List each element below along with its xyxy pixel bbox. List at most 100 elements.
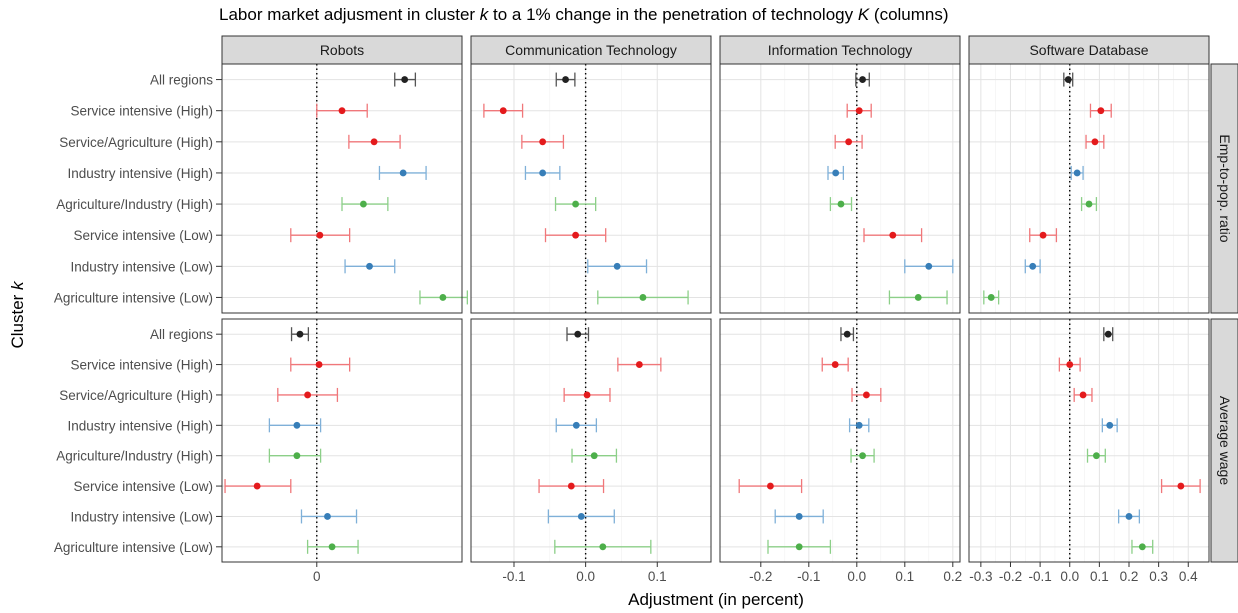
estimate-mark <box>563 387 611 402</box>
category-label: Service/Agriculture (High) <box>59 135 213 150</box>
estimate-point <box>583 391 591 399</box>
estimate-mark <box>983 290 1000 305</box>
panel-background <box>969 319 1209 562</box>
category-label: Industry intensive (High) <box>67 166 213 181</box>
column-strip <box>719 35 961 65</box>
estimate-point <box>1104 330 1112 338</box>
estimate-point <box>832 169 840 177</box>
estimate-mark <box>1131 539 1154 554</box>
panel <box>470 63 712 314</box>
panel-border <box>719 318 961 563</box>
estimate-mark <box>597 290 689 305</box>
panel <box>221 63 469 314</box>
estimate-mark <box>846 103 872 118</box>
estimate-point <box>1106 421 1114 429</box>
estimate-point <box>328 543 336 551</box>
x-tick-label: -0.3 <box>969 569 992 584</box>
estimate-point <box>567 482 575 490</box>
estimate-point <box>562 76 569 83</box>
category-label: Agriculture/Industry (High) <box>56 197 213 212</box>
estimate-mark <box>1085 134 1105 149</box>
estimate-mark <box>566 327 590 342</box>
estimate-point <box>315 361 323 368</box>
panel-background <box>720 319 960 562</box>
estimate-mark <box>821 357 849 372</box>
row-strip-label: Emp-to-pop. ratio <box>1217 134 1233 242</box>
estimate-mark <box>1160 479 1201 494</box>
category-label: All regions <box>150 73 213 88</box>
estimate-mark <box>851 387 882 402</box>
estimate-point <box>889 231 897 239</box>
x-tick-label: 0.0 <box>847 569 866 584</box>
category-label: Industry intensive (Low) <box>70 509 213 524</box>
estimate-mark <box>888 290 948 305</box>
estimate-mark <box>1117 509 1141 524</box>
estimate-mark <box>419 290 469 305</box>
panel-border <box>221 63 463 314</box>
estimate-point <box>574 330 582 338</box>
x-tick-label: 0.0 <box>1060 569 1079 584</box>
estimate-point <box>863 391 870 399</box>
category-label: Service intensive (High) <box>70 358 213 373</box>
estimate-point <box>439 294 447 301</box>
estimate-mark <box>1024 259 1041 274</box>
column-strip-label: Communication Technology <box>505 42 677 58</box>
estimate-point <box>1125 513 1133 520</box>
estimate-mark <box>1089 103 1112 118</box>
x-tick-label: 0.2 <box>1120 569 1139 584</box>
estimate-point <box>599 543 607 551</box>
category-label: Service/Agriculture (High) <box>59 388 213 403</box>
estimate-mark <box>617 357 662 372</box>
x-tick-label: 0.4 <box>1179 569 1198 584</box>
estimate-mark <box>394 72 417 87</box>
estimate-point <box>572 421 580 429</box>
estimate-mark <box>1080 197 1098 212</box>
panel <box>968 63 1210 314</box>
panel-border <box>968 63 1210 314</box>
x-tick-label: 0 <box>313 569 321 584</box>
estimate-point <box>859 452 866 460</box>
panel <box>470 318 712 563</box>
estimate-point <box>590 452 598 460</box>
estimate-point <box>1039 231 1047 239</box>
estimate-point <box>293 452 301 460</box>
estimate-mark <box>571 448 618 463</box>
estimate-point <box>767 482 774 490</box>
estimate-mark <box>224 479 292 494</box>
category-label: Service intensive (Low) <box>73 479 213 494</box>
column-strip <box>221 35 463 65</box>
panel-border <box>470 318 712 563</box>
estimate-mark <box>316 103 368 118</box>
estimate-point <box>837 200 845 208</box>
panel-border <box>470 63 712 314</box>
estimate-point <box>1138 543 1146 551</box>
estimate-mark <box>554 197 597 212</box>
estimate-mark <box>1029 228 1058 243</box>
estimate-mark <box>268 448 322 463</box>
x-tick-label: 0.0 <box>576 569 595 584</box>
estimate-mark <box>834 134 863 149</box>
estimate-point <box>304 391 312 399</box>
panel-border <box>968 318 1210 563</box>
estimate-mark <box>904 259 954 274</box>
estimate-mark <box>850 448 875 463</box>
plot-layer: Robots Communication Technology Informatio… <box>54 35 1238 584</box>
panel-background <box>720 64 960 313</box>
estimate-mark <box>555 72 576 87</box>
column-strip <box>968 35 1210 65</box>
estimate-point <box>338 107 346 115</box>
estimate-point <box>859 76 866 83</box>
estimate-point <box>1064 76 1072 83</box>
estimate-mark <box>290 327 310 342</box>
x-tick-label: -0.1 <box>797 569 820 584</box>
estimate-mark <box>1086 448 1106 463</box>
estimate-point <box>1085 200 1093 208</box>
panel-background <box>471 64 711 313</box>
estimate-point <box>855 421 863 429</box>
row-strip <box>1210 318 1238 563</box>
estimate-point <box>577 513 585 520</box>
estimate-point <box>399 169 407 177</box>
estimate-point <box>639 294 647 301</box>
x-tick-label: -0.1 <box>1028 569 1051 584</box>
estimate-mark <box>555 418 598 433</box>
